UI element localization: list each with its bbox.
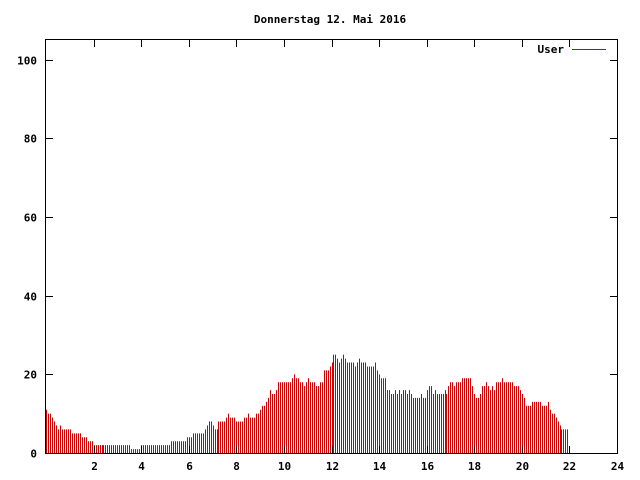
y-tick-label: 100 — [17, 55, 37, 68]
x-tick-label: 14 — [373, 460, 387, 473]
chart-title: Donnerstag 12. Mai 2016 — [254, 13, 407, 26]
x-tick-label: 22 — [563, 460, 576, 473]
x-tick-label: 10 — [278, 460, 291, 473]
x-tick-label: 12 — [326, 460, 339, 473]
x-tick-label: 6 — [186, 460, 193, 473]
plot-frame — [45, 39, 618, 454]
legend-label-user: User — [538, 43, 565, 56]
y-tick-label: 20 — [24, 369, 37, 382]
x-tick-label: 18 — [468, 460, 481, 473]
x-tick-label: 8 — [233, 460, 240, 473]
x-tick-label: 4 — [138, 460, 145, 473]
y-tick-label: 80 — [24, 133, 37, 146]
y-tick-label: 60 — [24, 212, 37, 225]
x-tick-label: 24 — [611, 460, 625, 473]
x-tick-label: 2 — [91, 460, 98, 473]
x-tick-label: 20 — [516, 460, 529, 473]
bars-layer — [46, 354, 568, 453]
x-tick-label: 16 — [421, 460, 435, 473]
y-tick-label: 0 — [30, 448, 37, 461]
legend: User — [538, 43, 606, 56]
y-tick-label: 40 — [24, 291, 37, 304]
